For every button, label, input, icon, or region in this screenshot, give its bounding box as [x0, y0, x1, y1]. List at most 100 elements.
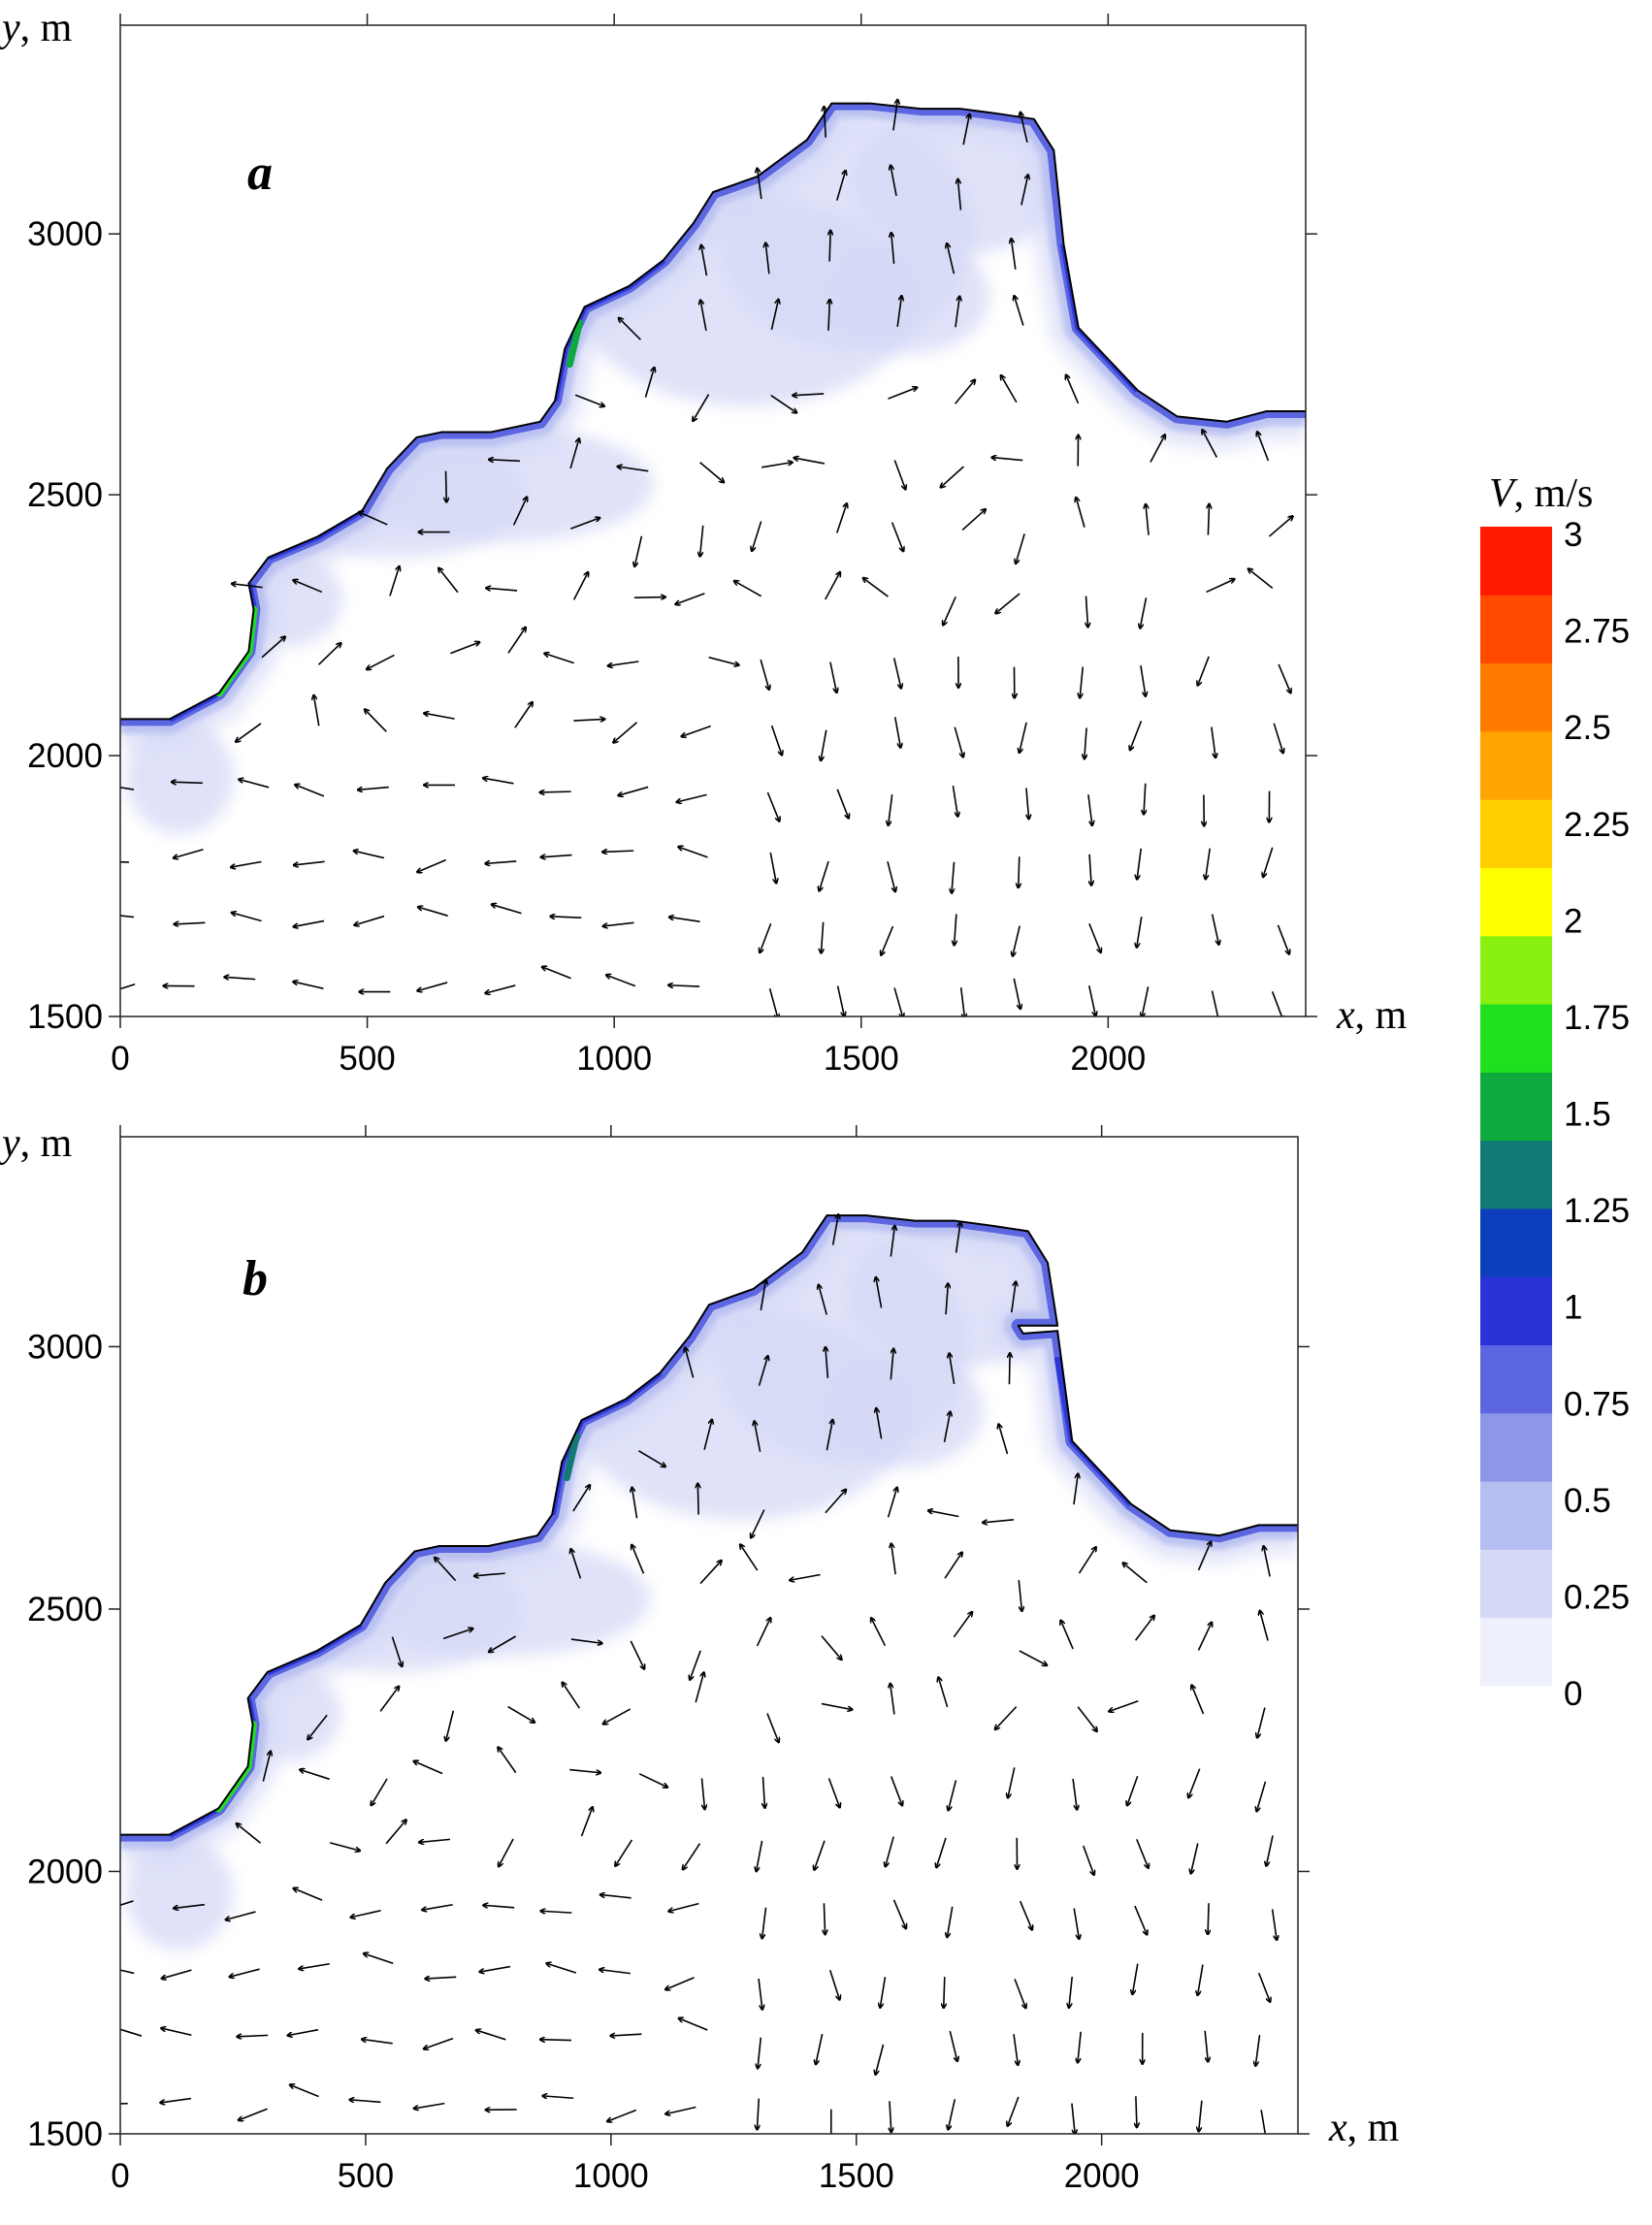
velocity-arrow [1073, 1473, 1078, 1505]
velocity-arrow [226, 1911, 256, 1919]
velocity-arrow [1191, 1685, 1205, 1715]
velocity-arrow [665, 2106, 696, 2113]
velocity-arrow [952, 786, 957, 817]
velocity-arrow [603, 1708, 632, 1724]
velocity-arrow [608, 661, 639, 666]
velocity-arrow [955, 914, 956, 945]
velocity-arrow [891, 522, 904, 552]
velocity-arrow [174, 922, 206, 924]
colorbar-swatch [1480, 662, 1552, 732]
velocity-arrow [758, 168, 762, 200]
velocity-arrow [572, 1485, 590, 1512]
velocity-arrow [770, 394, 796, 413]
velocity-arrow [290, 2084, 319, 2098]
velocity-arrow [890, 2101, 891, 2132]
velocity-arrow [891, 233, 895, 264]
velocity-arrow [574, 394, 604, 406]
velocity-arrow [1257, 1707, 1266, 1738]
velocity-arrow [1076, 498, 1085, 528]
velocity-arrow [570, 1549, 582, 1579]
velocity-arrow [1211, 726, 1215, 758]
velocity-arrow [708, 656, 739, 665]
velocity-arrow [358, 786, 389, 790]
velocity-arrow [955, 1222, 961, 1253]
y-axis-title-b: y, m [0, 1121, 73, 1166]
velocity-arrow [760, 1279, 765, 1311]
velocity-arrow [685, 1347, 695, 1378]
x-tick-label: 1500 [824, 1040, 899, 1078]
velocity-arrow [695, 1672, 703, 1703]
weak-flow-region [831, 239, 990, 354]
velocity-arrow [570, 1638, 602, 1643]
velocity-arrow [703, 1420, 712, 1450]
velocity-arrow [288, 2028, 319, 2036]
colorbar-tick-label: 1.5 [1564, 1096, 1611, 1134]
velocity-arrow [446, 470, 447, 502]
y-tick-label: 2500 [27, 1591, 103, 1628]
velocity-arrow [699, 1561, 722, 1585]
velocity-arrow [892, 658, 901, 688]
velocity-arrow [359, 512, 388, 526]
velocity-arrow [419, 1838, 451, 1842]
velocity-arrow [1204, 2030, 1208, 2062]
velocity-arrow [1069, 1977, 1074, 2008]
velocity-arrow [946, 1283, 948, 1315]
velocity-arrow [1140, 597, 1148, 628]
colorbar-swatch [1480, 1276, 1552, 1346]
velocity-arrow [542, 2096, 574, 2098]
velocity-arrow [1020, 722, 1027, 753]
velocity-arrow [1137, 848, 1143, 880]
velocity-arrow [1140, 665, 1146, 696]
velocity-arrow [1020, 175, 1028, 206]
velocity-arrow [1078, 2031, 1082, 2063]
plot-frame [119, 1136, 1299, 2135]
velocity-arrow [120, 915, 135, 919]
velocity-arrow [1014, 1979, 1025, 2008]
velocity-arrow [615, 1839, 633, 1866]
x-axis-title-a: x, m [1336, 993, 1408, 1038]
velocity-arrow [485, 861, 517, 863]
colorbar-swatch [1480, 1481, 1552, 1550]
velocity-arrow [1266, 1835, 1274, 1865]
velocity-arrow [541, 855, 572, 857]
velocity-arrow [162, 1969, 192, 1979]
colorbar-strip [1480, 527, 1552, 1687]
velocity-arrow [756, 1618, 771, 1647]
colorbar-legend: V, m/s 3 2.75 2.5 2.25 2 1.75 1.5 1.25 1 0.75 0.5 0… [1480, 471, 1630, 1713]
velocity-arrow [613, 722, 638, 743]
velocity-arrow [825, 1490, 846, 1514]
velocity-arrow [507, 1705, 535, 1723]
velocity-arrow [507, 628, 526, 654]
velocity-arrow [1208, 1903, 1209, 1934]
velocity-arrow [485, 984, 516, 993]
velocity-arrow [1087, 794, 1092, 825]
velocity-arrow [952, 861, 955, 893]
velocity-arrow [424, 2037, 454, 2049]
velocity-arrow [232, 584, 263, 589]
velocity-arrow [1008, 2096, 1020, 2126]
colorbar-swatch [1480, 730, 1552, 800]
velocity-arrow [1025, 788, 1029, 819]
velocity-arrow [224, 977, 256, 979]
x-tick-label: 1000 [576, 1040, 652, 1078]
velocity-arrow [514, 702, 533, 728]
velocity-arrow [819, 1285, 827, 1315]
velocity-arrow [540, 2040, 571, 2041]
velocity-arrow [438, 568, 459, 594]
velocity-arrow [890, 1776, 902, 1806]
velocity-arrow [891, 1684, 895, 1715]
velocity-arrow [295, 785, 325, 797]
y-tick-label: 1500 [27, 998, 103, 1036]
panel-label-a: a [247, 145, 273, 201]
velocity-arrow [700, 300, 707, 332]
velocity-arrow [893, 987, 903, 1016]
velocity-arrow [1256, 1781, 1267, 1812]
velocity-arrow [938, 1677, 949, 1708]
velocity-arrow [638, 1773, 667, 1788]
velocity-arrow [120, 2028, 143, 2037]
velocity-arrow [486, 588, 518, 592]
velocity-arrow [824, 107, 826, 138]
velocity-arrow [489, 1635, 517, 1652]
velocity-arrow [1198, 1964, 1204, 1996]
velocity-arrow [317, 643, 340, 665]
